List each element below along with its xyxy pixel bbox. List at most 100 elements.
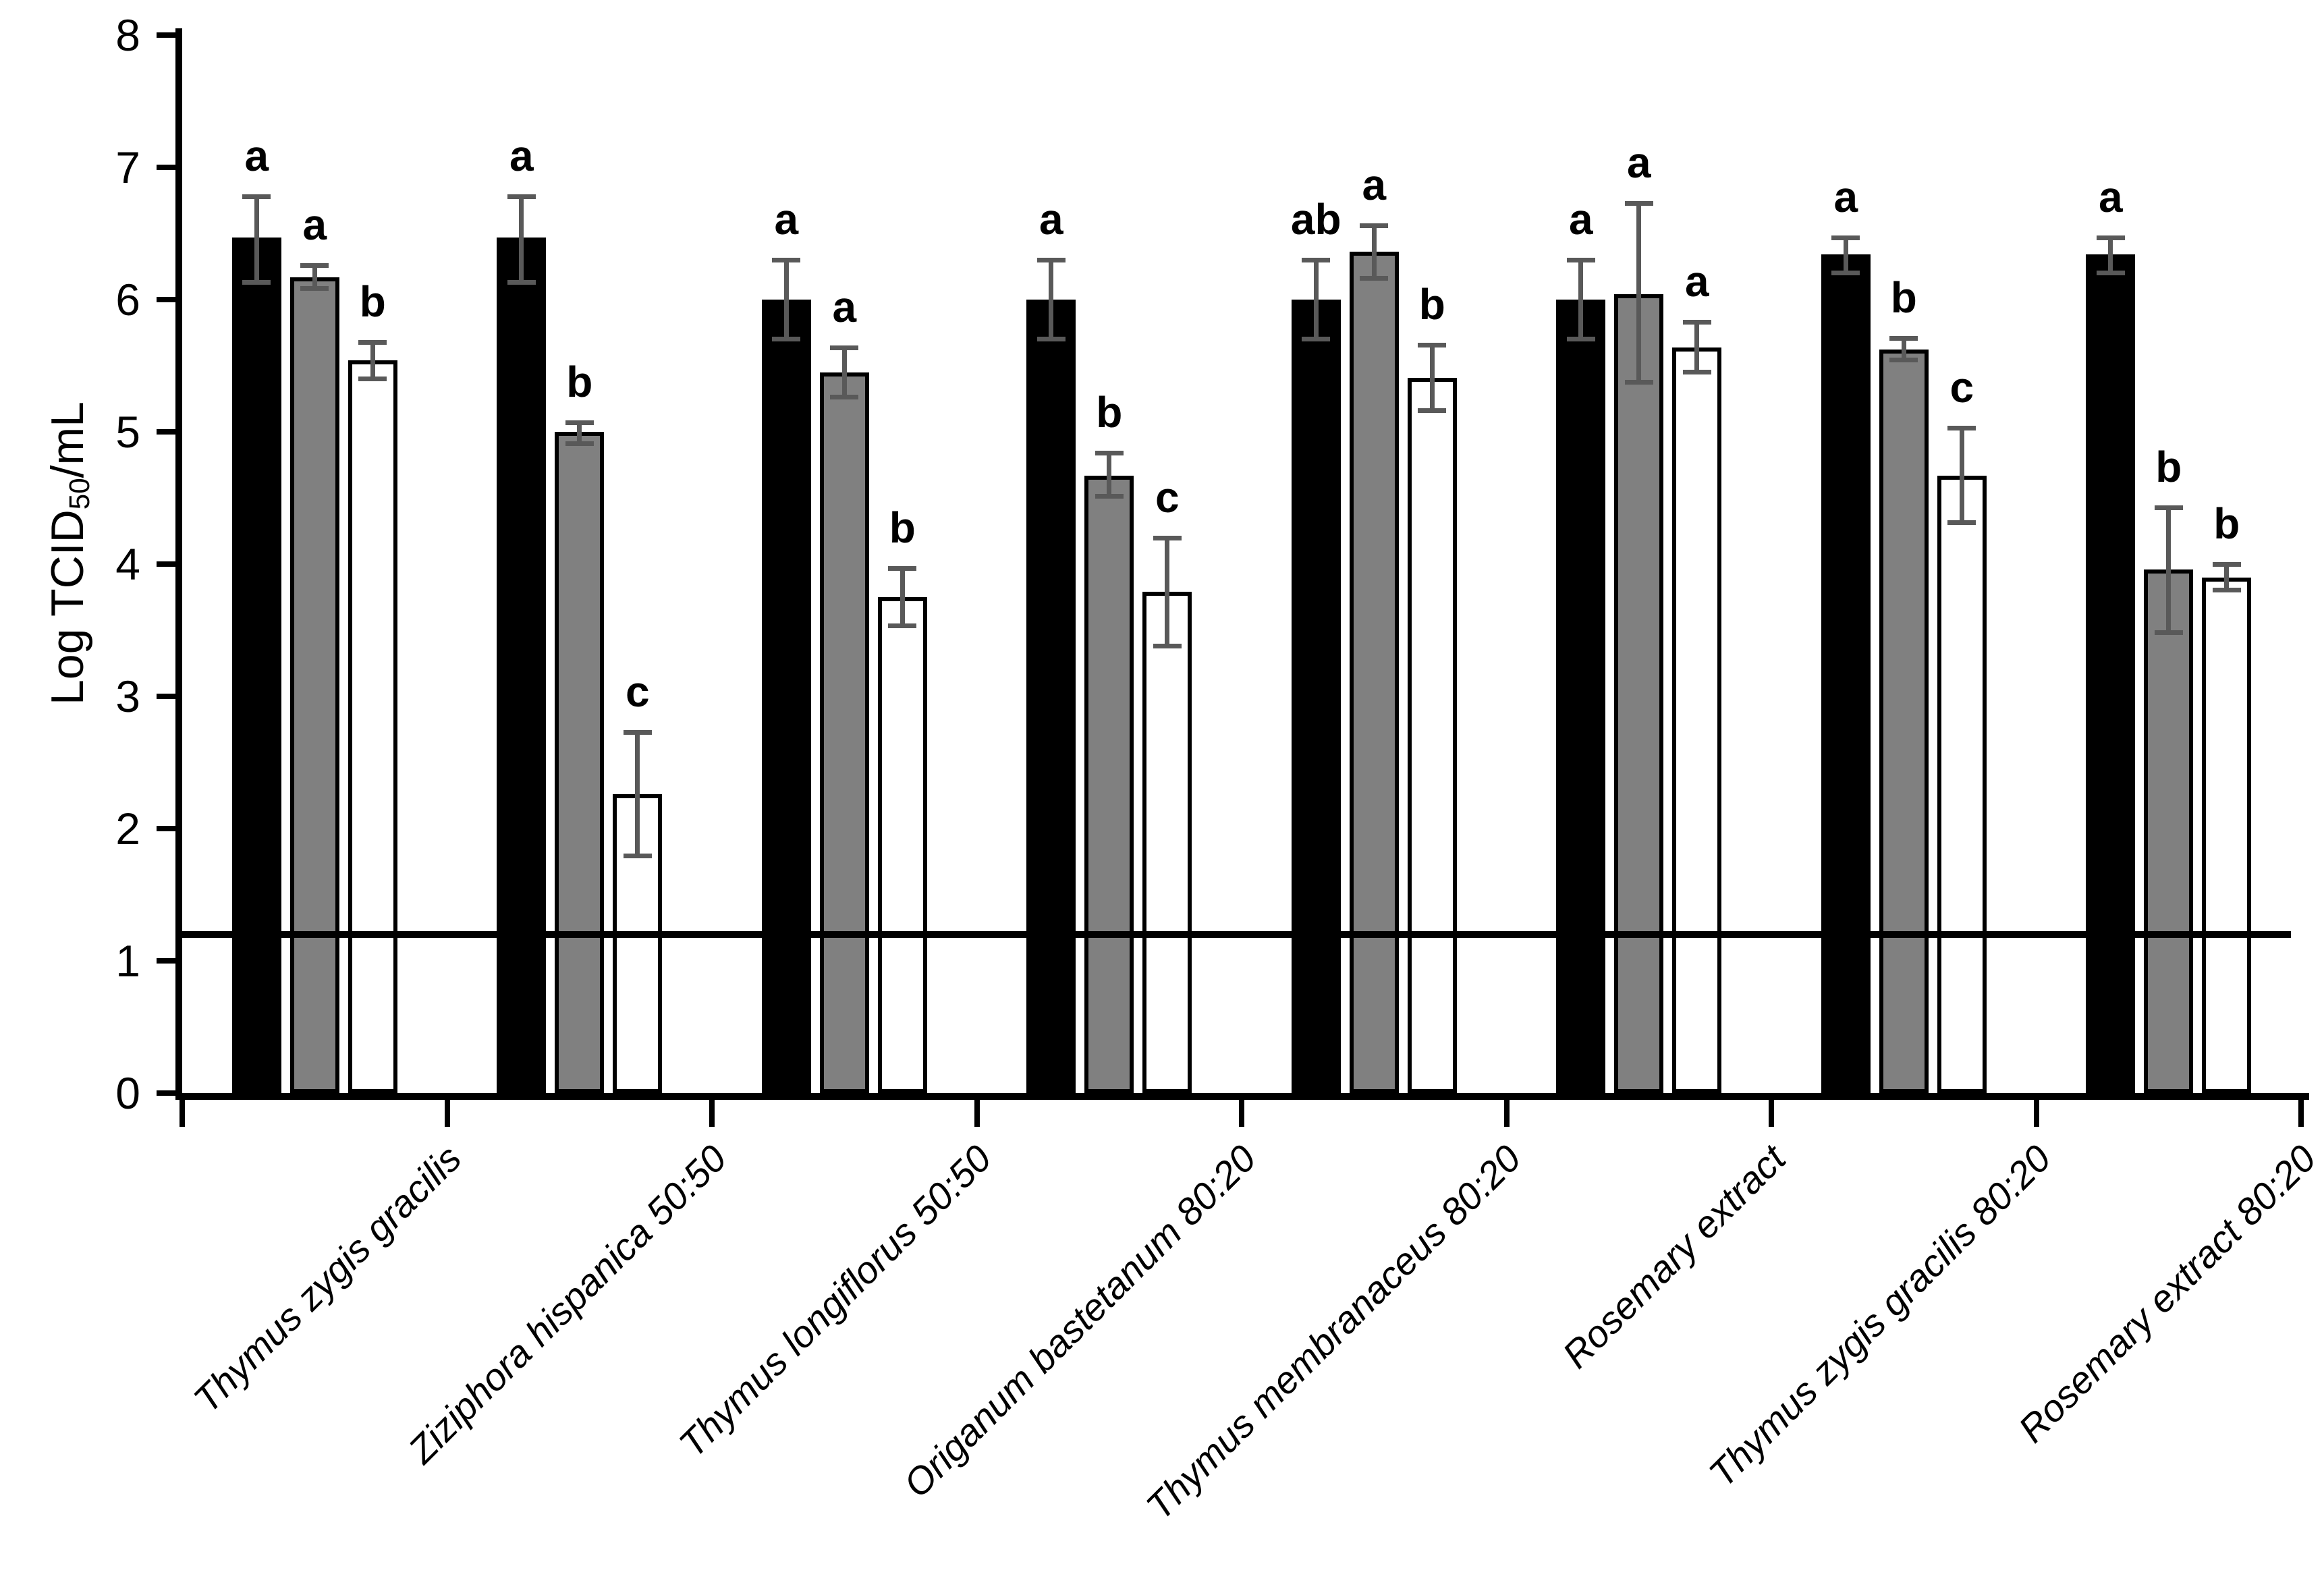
error-bar-cap-bottom [2096, 270, 2125, 275]
error-bar-stem [1959, 428, 1964, 524]
sig-letter: a [302, 200, 327, 250]
bar-gray [1879, 350, 1929, 1093]
error-bar-cap-bottom [623, 854, 652, 859]
bar-gray [289, 277, 339, 1093]
bar-black [761, 300, 811, 1093]
y-tick [157, 1090, 175, 1096]
sig-letter: c [1949, 363, 1974, 412]
error-bar-cap-top [1682, 320, 1711, 325]
error-bar-stem [900, 567, 905, 627]
error-bar-stem [1371, 225, 1377, 279]
error-bar-cap-top [1036, 258, 1066, 263]
error-bar-cap-top [565, 420, 594, 426]
error-bar-stem [519, 196, 524, 283]
category-label: Thymus zygis gracilis [185, 1136, 470, 1421]
x-tick [709, 1093, 715, 1127]
error-bar-cap-top [1153, 535, 1182, 540]
bar-black [231, 237, 281, 1093]
error-bar-cap-bottom [772, 336, 801, 341]
error-bar-stem [1694, 322, 1700, 372]
sig-letter: b [889, 503, 916, 552]
error-bar-cap-bottom [1418, 408, 1447, 413]
error-bar-stem [1107, 453, 1112, 497]
error-bar-cap-top [1831, 235, 1860, 240]
x-tick [2033, 1093, 2039, 1127]
sig-letter: c [1155, 472, 1180, 522]
error-bar-cap-bottom [830, 395, 859, 400]
error-bar-cap-top [1566, 258, 1595, 263]
sig-letter: ab [1290, 195, 1341, 244]
bar-gray [1084, 475, 1134, 1093]
y-axis-line [175, 28, 182, 1100]
error-bar-cap-bottom [1036, 336, 1066, 341]
bar-black [1026, 300, 1076, 1093]
error-bar-stem [1429, 344, 1435, 411]
sig-letter: a [244, 132, 269, 181]
error-bar-cap-bottom [242, 279, 271, 285]
bar-white [2202, 577, 2252, 1093]
sig-letter: b [1890, 273, 1917, 322]
y-tick-label: 2 [115, 804, 140, 854]
category-label: Thymus longiflorus 50:50 [670, 1136, 999, 1466]
x-tick [2298, 1093, 2304, 1127]
bar-black [1291, 300, 1341, 1093]
error-bar-stem [841, 347, 847, 398]
error-bar-cap-bottom [1682, 369, 1711, 374]
error-bar-cap-top [830, 345, 859, 350]
y-tick-label: 0 [115, 1068, 140, 1118]
error-bar-cap-bottom [565, 441, 594, 446]
error-bar-stem [1165, 537, 1170, 646]
error-bar-cap-bottom [1566, 336, 1595, 341]
error-bar-stem [1578, 260, 1584, 339]
bar-gray [819, 372, 869, 1093]
y-tick-label: 8 [115, 10, 140, 60]
error-bar-cap-top [772, 258, 801, 263]
sig-letter: a [1626, 138, 1651, 187]
error-bar-cap-bottom [1153, 643, 1182, 648]
x-tick [1239, 1093, 1244, 1127]
error-bar-cap-top [2154, 505, 2183, 510]
error-bar-cap-top [2096, 235, 2125, 240]
y-tick-label: 5 [115, 407, 140, 457]
sig-letter: c [625, 667, 650, 716]
y-tick-label: 7 [115, 142, 140, 192]
error-bar-cap-bottom [1302, 336, 1331, 341]
sig-letter: a [1684, 257, 1709, 306]
error-bar-cap-bottom [1360, 275, 1389, 281]
error-bar-stem [312, 265, 317, 289]
error-bar-stem [254, 196, 259, 283]
y-tick-label: 4 [115, 539, 140, 589]
bar-black [497, 237, 547, 1093]
error-bar-stem [635, 731, 640, 857]
y-tick [157, 694, 175, 699]
bar-gray [555, 432, 605, 1093]
bar-black [1556, 300, 1606, 1093]
sig-letter: b [1418, 279, 1445, 329]
reference-line [182, 930, 2291, 938]
sig-letter: b [2213, 499, 2240, 548]
error-bar-cap-top [358, 339, 387, 345]
sig-letter: a [1039, 195, 1063, 244]
error-bar-stem [1049, 260, 1054, 339]
error-bar-cap-top [1947, 426, 1976, 431]
error-bar-cap-top [888, 565, 917, 571]
error-bar-cap-top [1889, 335, 1918, 341]
bar-white [613, 794, 663, 1093]
y-tick [157, 165, 175, 170]
bar-white [877, 597, 927, 1093]
y-tick-label: 1 [115, 936, 140, 986]
error-bar-cap-bottom [2212, 588, 2241, 593]
error-bar-cap-top [1302, 258, 1331, 263]
error-bar-cap-bottom [358, 376, 387, 381]
x-tick [974, 1093, 980, 1127]
category-label: Rosemary extract [1554, 1136, 1794, 1376]
sig-letter: b [1096, 388, 1123, 437]
error-bar-stem [1313, 260, 1319, 339]
error-bar-stem [370, 341, 375, 379]
y-tick [157, 958, 175, 964]
y-tick [157, 32, 175, 38]
sig-letter: b [359, 277, 386, 326]
bar-white [348, 360, 397, 1093]
sig-letter: b [566, 358, 593, 407]
